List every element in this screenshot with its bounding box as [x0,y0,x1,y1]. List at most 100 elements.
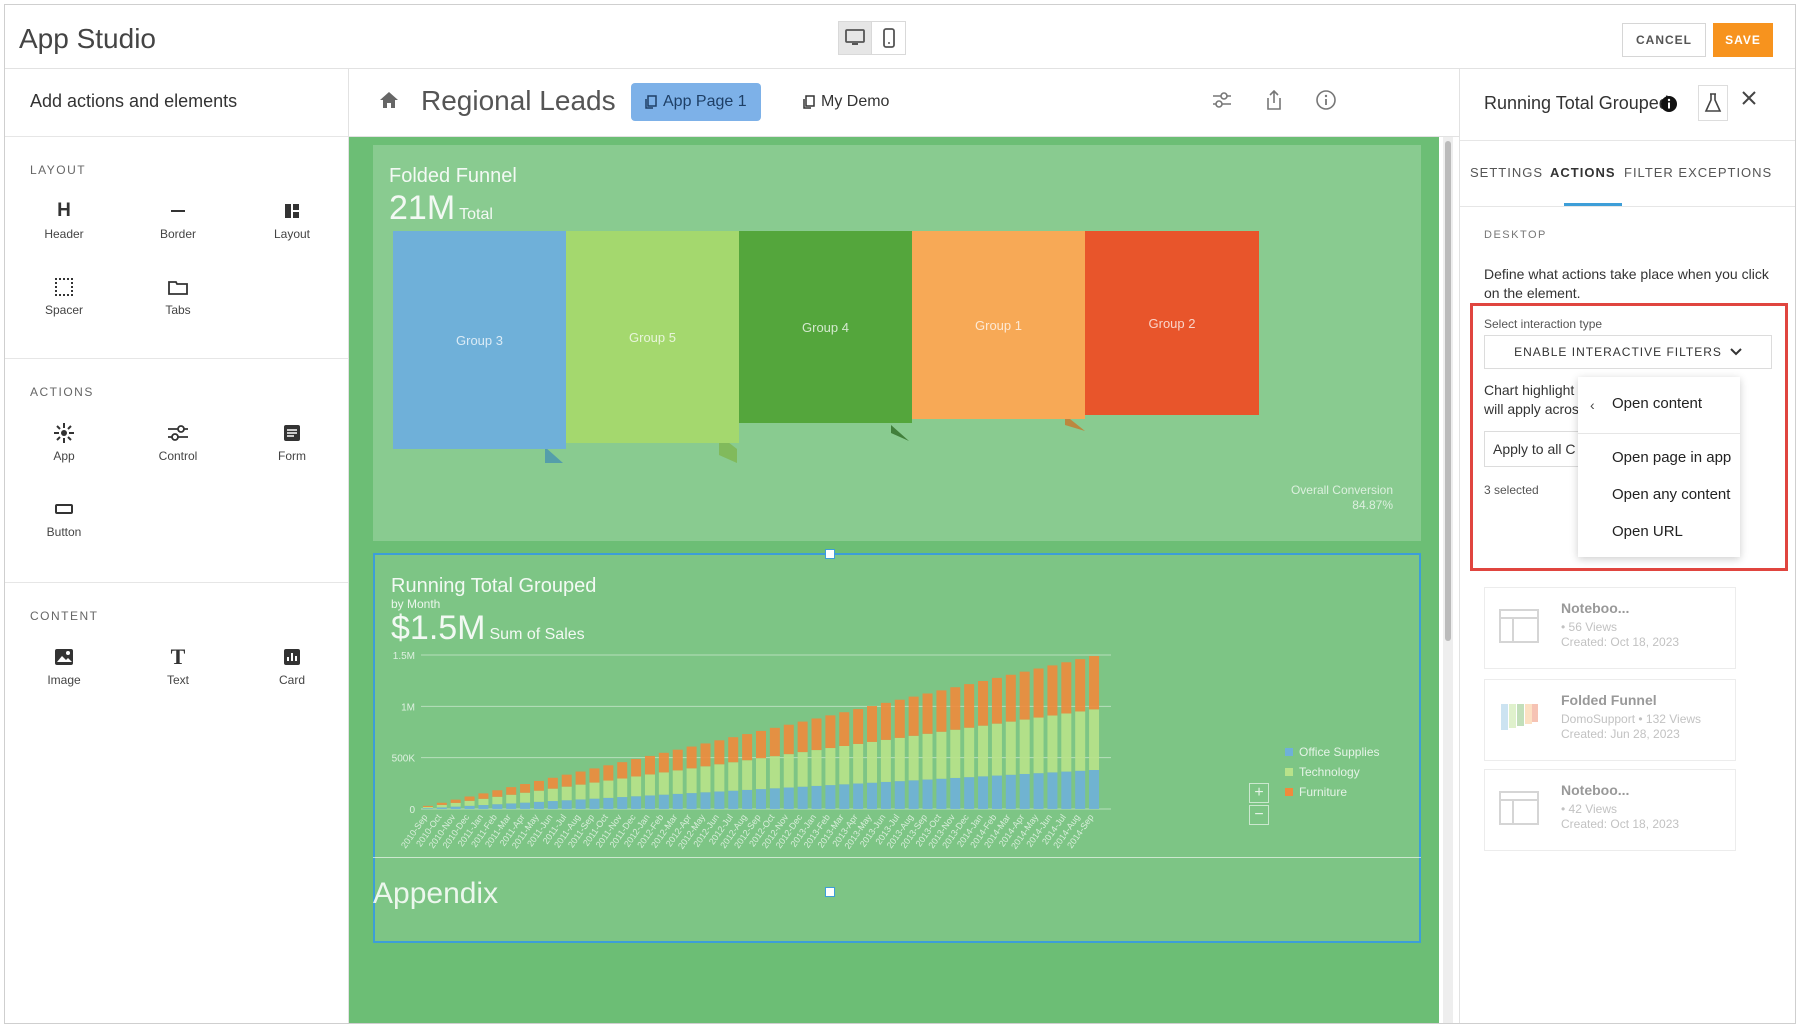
select-value: ENABLE INTERACTIVE FILTERS [1514,345,1722,359]
resize-handle-bottom[interactable] [825,887,835,897]
legend-label: Technology [1299,765,1360,779]
info-icon[interactable] [1315,89,1337,111]
bar-segment [742,760,753,790]
bar-segment [783,724,794,755]
tool-card[interactable]: Card [235,645,349,687]
bar-segment [811,718,822,751]
bar-segment [950,777,961,809]
tool-image[interactable]: Image [7,645,121,687]
card-subtitle: by Month [391,597,441,611]
y-tick-label: 1.5M [393,651,415,662]
tab-app-page-1[interactable]: App Page 1 [631,83,761,121]
bar-segment [589,768,600,783]
notebook-thumb-icon [1499,791,1539,825]
menu-item-open-any-content[interactable]: Open any content [1612,486,1731,503]
bar-segment [520,802,531,809]
funnel-group-4[interactable]: Group 4 [739,231,912,423]
scrollbar-thumb[interactable] [1445,141,1451,641]
highlight-line: Chart highlight [1484,382,1575,398]
running-total-card[interactable]: Running Total Grouped by Month $1.5M Sum … [373,549,1421,943]
bar-segment [658,772,669,795]
running-total-chart: 1.5M1M500K02010-Sep2010-Oct2010-Nov2010-… [392,651,1111,851]
bar-segment [617,778,628,798]
tool-tabs[interactable]: Tabs [121,275,235,317]
save-button[interactable]: SAVE [1713,23,1773,57]
bar-segment [464,800,475,806]
bar-segment [922,693,933,734]
bar-segment [422,806,433,809]
bar-segment [1047,665,1058,716]
funnel-group-1[interactable]: Group 1 [912,231,1085,419]
bar-segment [686,793,697,809]
tool-label: Text [166,673,189,687]
beta-lab-button[interactable] [1698,85,1728,121]
info-filled-icon[interactable] [1660,95,1678,113]
bar-segment [422,808,433,809]
page-title: Regional Leads [421,85,616,116]
bar-segment [492,796,503,805]
conversion-label: Overall Conversion [1290,483,1393,497]
bar-segment [672,793,683,809]
tool-button[interactable]: Button [7,497,121,539]
page-editor: Regional Leads App Page 1 My Demo Folded… [349,69,1459,1023]
close-icon[interactable] [1740,89,1758,107]
bar-segment [756,758,766,790]
menu-item-open-content[interactable]: Open content [1612,395,1703,412]
bar-segment [991,775,1002,809]
funnel-group-3[interactable]: Group 3 [393,231,566,449]
bar-segment [714,791,725,809]
header-icon: H [57,200,71,221]
spacer-icon [55,275,73,299]
tab-settings[interactable]: SETTINGS [1470,165,1544,180]
bar-segment [575,799,586,809]
zoom-in-button[interactable]: + [1249,783,1269,803]
bar-segment [547,788,558,802]
tab-label: My Demo [821,93,890,110]
tool-spacer[interactable]: Spacer [7,275,121,317]
bar-segment [506,787,517,795]
tool-label: Border [159,227,197,241]
bar-segment [492,790,503,797]
tool-header[interactable]: H Header [7,199,121,241]
home-icon[interactable] [379,91,399,109]
tab-actions[interactable]: ACTIONS [1550,165,1616,180]
tool-border[interactable]: Border [121,199,235,241]
bar-segment [728,790,739,809]
bar-segment [686,768,697,794]
tool-app[interactable]: App [7,421,121,463]
tool-control[interactable]: Control [121,421,235,463]
menu-item-open-page-in-app[interactable]: Open page in app [1612,449,1732,466]
tool-text[interactable]: T Text [121,644,235,687]
filter-settings-icon[interactable] [1211,89,1233,111]
cancel-button[interactable]: CANCEL [1622,23,1706,57]
funnel-group-5[interactable]: Group 5 [566,231,739,443]
desktop-view-button[interactable] [838,21,872,55]
funnel-group-2[interactable]: Group 2 [1085,231,1259,415]
menu-item-open-url[interactable]: Open URL [1612,523,1683,540]
overall-conversion: Overall Conversion 84.87% [1291,483,1393,513]
tab-filter-exceptions[interactable]: FILTER EXCEPTIONS [1624,165,1773,180]
bar-segment [1019,773,1030,809]
content-card[interactable]: Noteboo... • 42 Views Created: Oct 18, 20… [1484,769,1736,851]
resize-handle-top[interactable] [825,549,835,559]
bar-segment [991,723,1002,776]
top-bar: App Studio CANCEL SAVE [5,5,1795,69]
interaction-type-select[interactable]: ENABLE INTERACTIVE FILTERS [1484,335,1772,369]
tab-my-demo[interactable]: My Demo [793,83,899,121]
mobile-view-button[interactable] [872,21,906,55]
bar-segment [1075,659,1086,712]
tool-layout[interactable]: Layout [235,199,349,241]
chevron-left-icon[interactable]: ‹ [1590,397,1595,413]
content-card[interactable]: Noteboo... • 56 Views Created: Oct 18, 20… [1484,587,1736,669]
y-tick-label: 1M [401,702,415,713]
folded-funnel-card[interactable]: Folded Funnel 21M Total Group 3 Group 5 G… [373,145,1421,541]
share-icon[interactable] [1263,89,1285,111]
zoom-out-button[interactable]: − [1249,805,1269,825]
tool-form[interactable]: Form [235,421,349,463]
bar-segment [908,735,919,781]
bar-segment [450,802,461,807]
content-card[interactable]: Folded Funnel DomoSupport • 132 Views Cre… [1484,679,1736,761]
bar-segment [1005,674,1016,722]
bar-segment [783,754,794,788]
summary-unit: Sum of Sales [489,626,585,643]
